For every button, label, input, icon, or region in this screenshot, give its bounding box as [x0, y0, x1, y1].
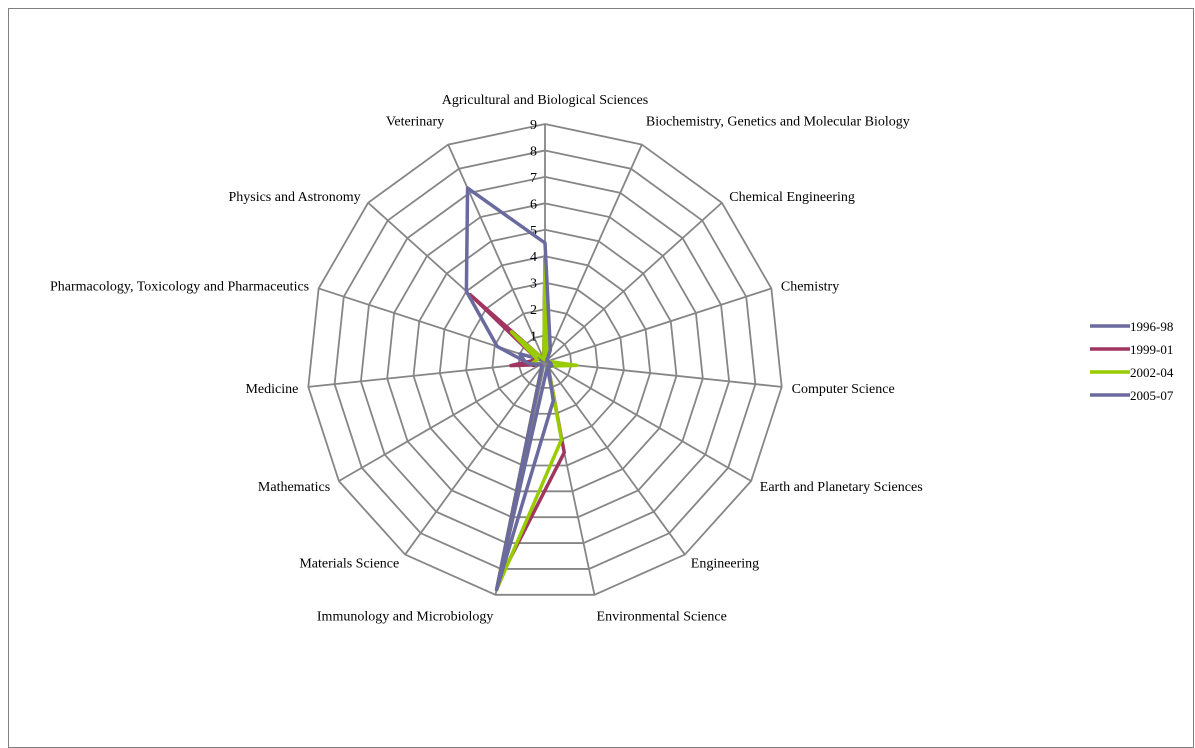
- category-labels: Agricultural and Biological Sciences Bioc…: [50, 93, 923, 625]
- chart-frame: [8, 8, 1194, 748]
- r-tick-label: 8: [530, 144, 537, 159]
- legend-label: 2002-04: [1130, 365, 1174, 380]
- series-line: [464, 186, 555, 592]
- category-label: Physics and Astronomy: [228, 190, 360, 205]
- category-label: Earth and Planetary Sciences: [760, 480, 923, 495]
- r-tick-label: 4: [530, 250, 537, 265]
- grid-spoke: [338, 361, 546, 482]
- category-label: Pharmacology, Toxicology and Pharmaceuti…: [50, 279, 309, 294]
- grid-spoke: [404, 361, 546, 556]
- category-label: Mathematics: [258, 480, 330, 495]
- grid-ring: [491, 308, 599, 415]
- category-label: Veterinary: [386, 114, 444, 129]
- legend-item: 2002-04: [1090, 365, 1174, 380]
- grid-spoke: [544, 287, 772, 363]
- category-label: Engineering: [691, 557, 759, 572]
- grid-spoke: [447, 144, 546, 363]
- grid-spoke: [544, 361, 686, 556]
- r-tick-label: 5: [530, 224, 537, 239]
- category-label: Computer Science: [792, 382, 895, 397]
- category-label: Chemical Engineering: [729, 190, 855, 205]
- category-label: Environmental Science: [597, 610, 727, 625]
- legend: 1996-98 1999-01 2002-04 2005-07: [1090, 319, 1174, 403]
- category-label: Medicine: [245, 382, 298, 397]
- series-lines: [464, 186, 579, 592]
- grid-spoke: [544, 144, 643, 363]
- r-tick-label: 1: [530, 330, 537, 345]
- grid-ring: [386, 202, 704, 519]
- grid-ring: [438, 255, 652, 467]
- category-label: Materials Science: [299, 557, 399, 572]
- legend-item: 1999-01: [1090, 342, 1173, 357]
- grid-ring: [465, 281, 625, 441]
- legend-item: 1996-98: [1090, 319, 1173, 334]
- legend-label: 1999-01: [1130, 342, 1173, 357]
- grid-ring: [517, 334, 573, 389]
- grid-ring: [359, 175, 731, 544]
- category-label: Biochemistry, Genetics and Molecular Bio…: [646, 114, 910, 129]
- category-label: Immunology and Microbiology: [317, 610, 494, 625]
- legend-label: 1996-98: [1130, 319, 1173, 334]
- legend-item: 2005-07: [1090, 388, 1174, 403]
- category-label: Chemistry: [781, 279, 839, 294]
- r-tick-label: 6: [530, 197, 537, 212]
- r-tick-label: 3: [530, 277, 537, 292]
- grid-spoke: [544, 361, 752, 482]
- grid-ring: [333, 149, 757, 570]
- grid-ring: [307, 123, 783, 596]
- r-tick-label: 2: [530, 303, 537, 318]
- grid-spoke: [308, 361, 546, 388]
- grid-spoke: [544, 202, 723, 363]
- grid-spoke: [544, 361, 782, 388]
- r-tick-label: 7: [530, 171, 537, 186]
- legend-label: 2005-07: [1130, 388, 1174, 403]
- grid-spoke: [318, 287, 546, 363]
- r-tick-label: 9: [530, 118, 537, 133]
- category-label: Agricultural and Biological Sciences: [442, 93, 648, 108]
